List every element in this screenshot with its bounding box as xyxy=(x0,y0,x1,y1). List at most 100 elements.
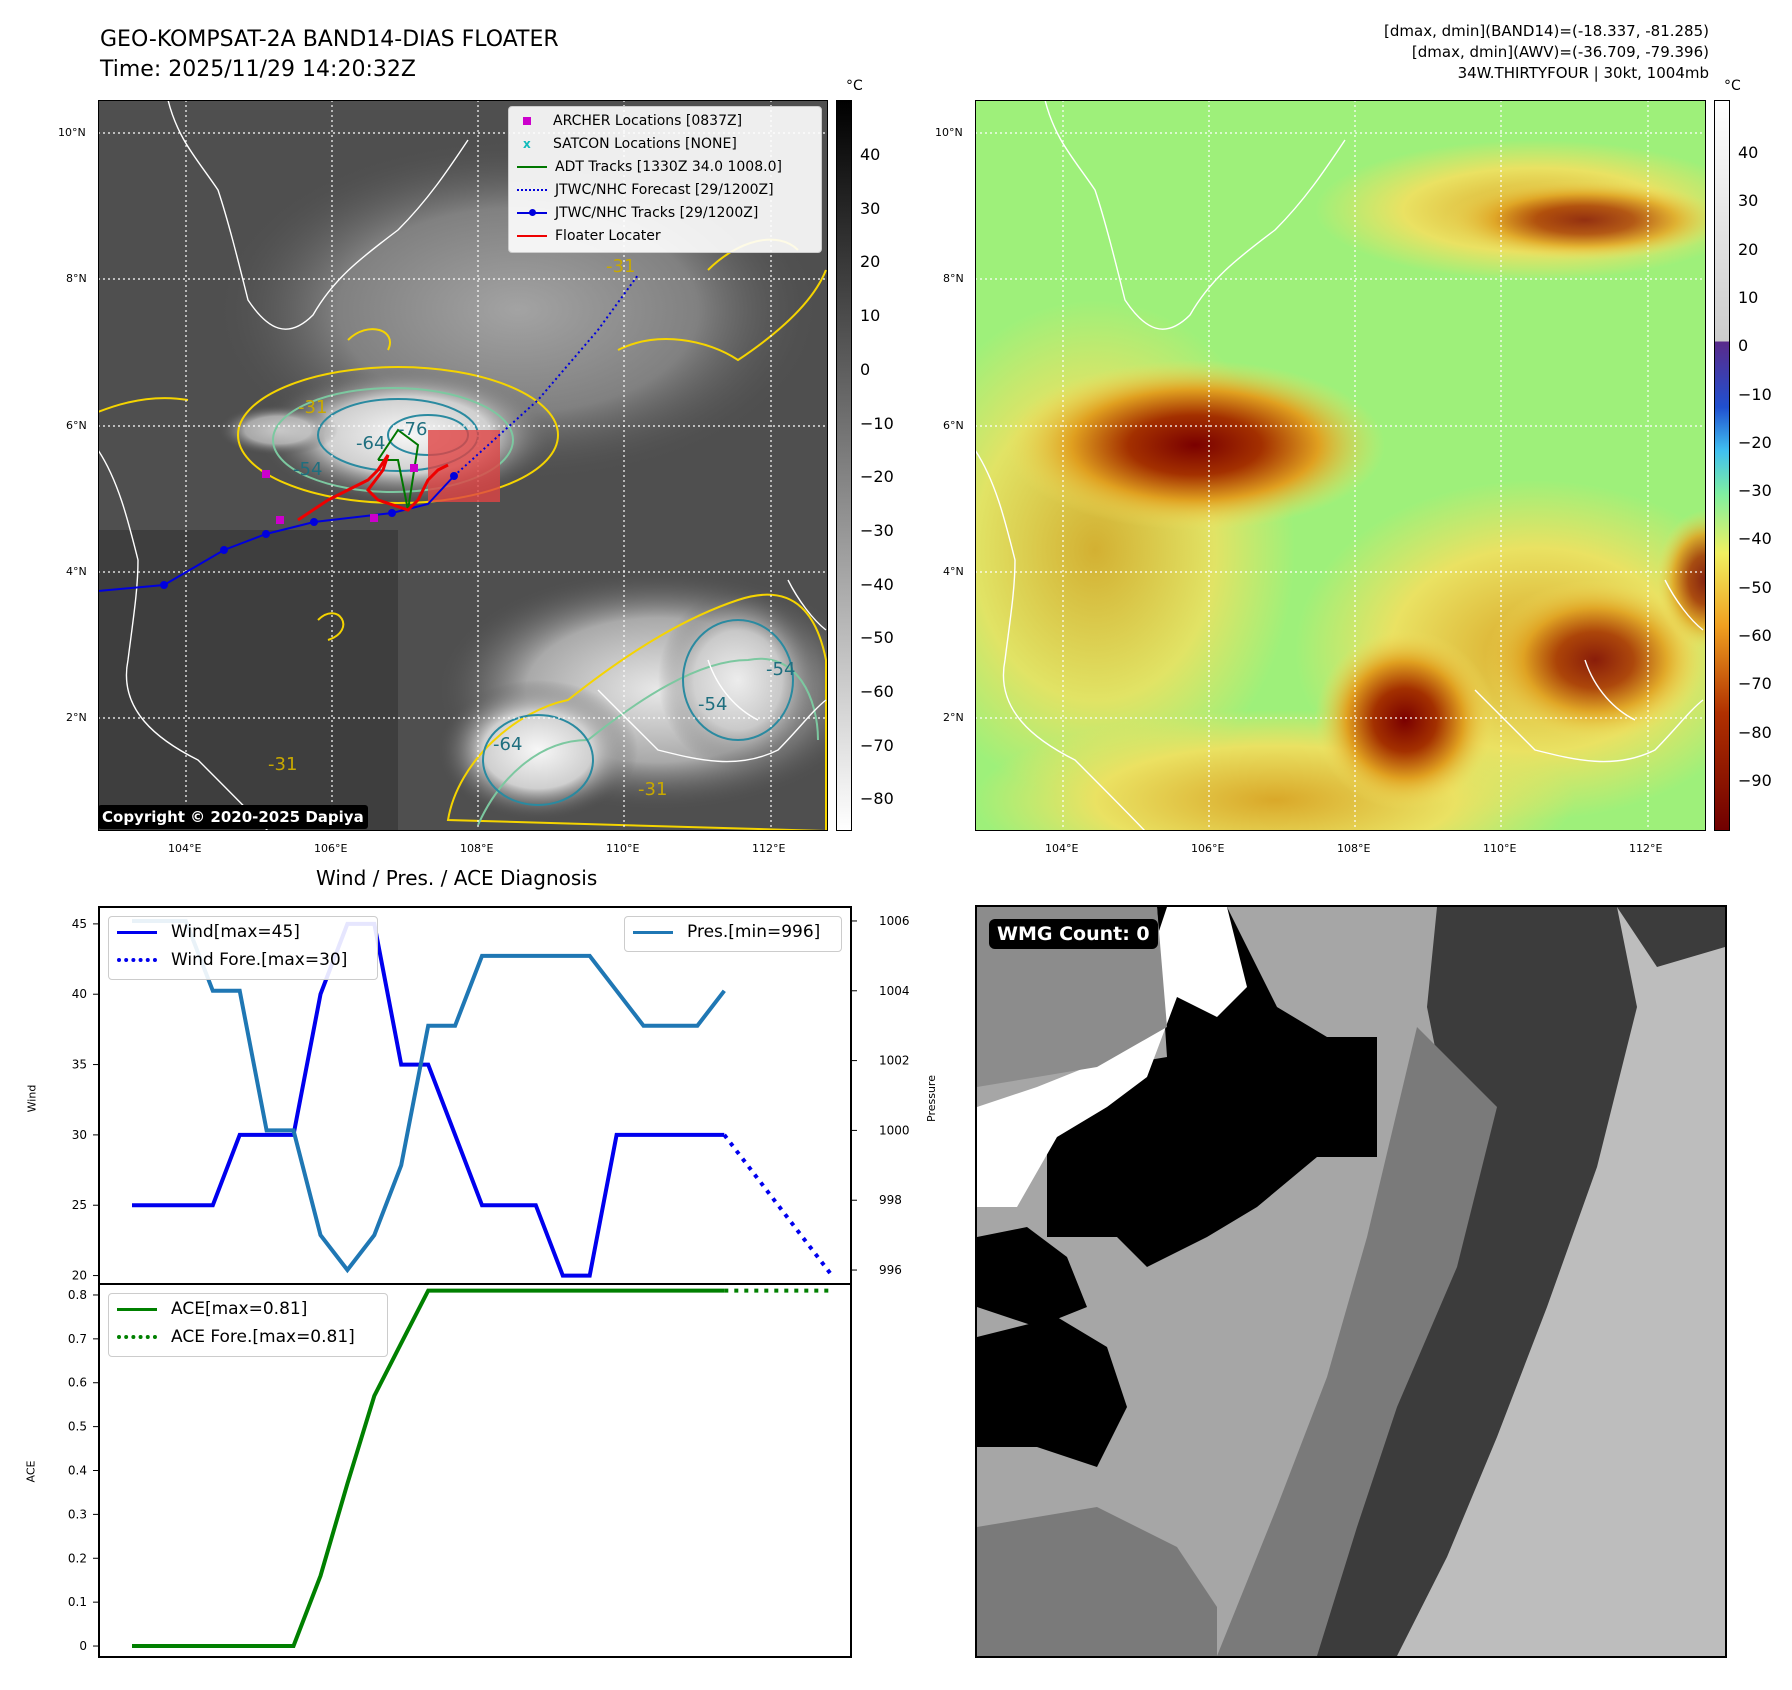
legend-wind: Wind[max=45] xyxy=(117,922,300,942)
info-awv: [dmax, dmin](AWV)=(-36.709, -79.396) xyxy=(1411,43,1709,61)
awv-colorbar-unit: °C xyxy=(1724,78,1741,94)
legend-forecast: JTWC/NHC Forecast [29/1200Z] xyxy=(517,182,774,198)
wmg-image xyxy=(977,907,1725,1656)
wmg-count-label: WMG Count: 0 xyxy=(989,919,1158,949)
ir-colorbar-tick-label: −80 xyxy=(860,789,894,809)
archer-marker-icon xyxy=(523,117,531,125)
ir-cloud-south-core xyxy=(438,680,638,820)
legend-archer: ARCHER Locations [0837Z] xyxy=(523,113,742,129)
wind-forecast-line-icon xyxy=(117,958,157,962)
awv-colorbar-tick-label: −50 xyxy=(1738,577,1772,597)
wind-legend: Wind[max=45] Wind Fore.[max=30] xyxy=(108,916,378,980)
wind-line-icon xyxy=(117,930,157,934)
awv-colorbar-tick-label: −90 xyxy=(1738,770,1772,790)
y-tick-label: 25 xyxy=(72,1198,87,1212)
ir-lat-label: 2°N xyxy=(66,711,87,724)
tracks-line-icon xyxy=(517,209,547,216)
contour-label: -54 xyxy=(698,694,727,715)
wmg-region-gray-band xyxy=(1217,1027,1497,1656)
contour-label: -54 xyxy=(293,459,322,480)
awv-colorbar xyxy=(1714,100,1730,831)
wmg-region-black-north xyxy=(1047,907,1377,1267)
figure-time: Time: 2025/11/29 14:20:32Z xyxy=(100,57,416,82)
y-tick-label: 40 xyxy=(72,987,87,1001)
y2-tick-label: 1002 xyxy=(879,1054,910,1068)
legend-ace-forecast: ACE Fore.[max=0.81] xyxy=(117,1327,355,1347)
legend-ace: ACE[max=0.81] xyxy=(117,1299,307,1319)
y-tick-label: 0.7 xyxy=(68,1332,87,1346)
wmg-region-black-west xyxy=(977,1317,1127,1467)
awv-colorbar-tick-label: −20 xyxy=(1738,432,1772,452)
diagnosis-title: Wind / Pres. / ACE Diagnosis xyxy=(316,866,598,890)
awv-colorbar-tick-label: −30 xyxy=(1738,481,1772,501)
y-tick-label: 0.3 xyxy=(68,1507,87,1521)
y-tick-label: 30 xyxy=(72,1128,87,1142)
ir-lon-label: 108°E xyxy=(460,842,494,855)
archer-points xyxy=(262,464,418,524)
wmg-region-dark-band xyxy=(1307,907,1637,1656)
y2-tick-label: 996 xyxy=(879,1263,902,1277)
y2-tick-label: 1004 xyxy=(879,984,910,998)
awv-colorbar-tick-label: −70 xyxy=(1738,674,1772,694)
awv-lat-label: 8°N xyxy=(943,272,964,285)
contour-label: -31 xyxy=(268,754,297,775)
ir-colorbar-tick-label: −20 xyxy=(860,467,894,487)
awv-hot-south xyxy=(1315,630,1495,810)
wmg-panel: WMG Count: 0 xyxy=(975,905,1727,1658)
ir-colorbar-unit: °C xyxy=(846,78,863,94)
awv-colorbar-tick-label: −80 xyxy=(1738,722,1772,742)
contour-label: -31 xyxy=(638,779,667,800)
ir-colorbar-tick-label: −70 xyxy=(860,735,894,755)
figure-title: GEO-KOMPSAT-2A BAND14-DIAS FLOATER xyxy=(100,27,559,52)
contour-label: -64 xyxy=(356,433,385,454)
ir-lon-label: 112°E xyxy=(752,842,786,855)
info-storm: 34W.THIRTYFOUR | 30kt, 1004mb xyxy=(1457,64,1709,82)
contour-label: -64 xyxy=(493,734,522,755)
info-band14: [dmax, dmin](BAND14)=(-18.337, -81.285) xyxy=(1384,22,1709,40)
awv-colorbar-tick-label: 30 xyxy=(1738,191,1759,211)
y-tick-label: 0.6 xyxy=(68,1376,87,1390)
awv-lat-label: 10°N xyxy=(935,126,963,139)
adt-line-icon xyxy=(517,166,547,168)
ir-colorbar-tick-label: −10 xyxy=(860,413,894,433)
awv-colorbar-tick-label: −10 xyxy=(1738,384,1772,404)
y-tick-label: 0 xyxy=(79,1639,87,1653)
ir-colorbar-tick-label: −50 xyxy=(860,628,894,648)
pressure-line-icon xyxy=(633,930,673,934)
y-tick-label: 0.5 xyxy=(68,1420,87,1434)
contour-label: -31 xyxy=(298,397,327,418)
pressure-legend: Pres.[min=996] xyxy=(624,916,842,952)
wmg-region-gray-north xyxy=(977,907,1167,1087)
awv-coastlines xyxy=(975,100,1704,831)
satcon-marker-icon: x xyxy=(523,137,531,151)
ir-colorbar-tick-label: 20 xyxy=(860,252,881,272)
ir-lon-label: 104°E xyxy=(168,842,202,855)
ir-lon-label: 106°E xyxy=(314,842,348,855)
awv-colorbar-tick-label: 40 xyxy=(1738,143,1759,162)
jtwc-track-line xyxy=(98,475,455,592)
y2-tick-label: 1000 xyxy=(879,1123,910,1137)
ace-axis-label: ACE xyxy=(24,1460,38,1483)
ir-lat-label: 6°N xyxy=(66,419,87,432)
ace-legend: ACE[max=0.81] ACE Fore.[max=0.81] xyxy=(108,1293,388,1357)
legend-tracks: JTWC/NHC Tracks [29/1200Z] xyxy=(517,205,758,221)
jtwc-track-points xyxy=(160,472,458,589)
awv-colorbar-tick-label: 20 xyxy=(1738,239,1759,259)
ir-colorbar-tick-label: −40 xyxy=(860,574,894,594)
y2-tick-label: 998 xyxy=(879,1193,902,1207)
coastlines xyxy=(98,100,827,831)
awv-hot-core xyxy=(1005,360,1385,530)
awv-lon-label: 106°E xyxy=(1191,842,1225,855)
awv-gridlines xyxy=(975,100,1706,831)
y2-tick-label: 1006 xyxy=(879,914,910,928)
ir-colorbar-tick-label: −60 xyxy=(860,682,894,701)
y-tick-label: 0.4 xyxy=(68,1464,87,1478)
y-tick-label: 20 xyxy=(72,1269,87,1283)
awv-lon-label: 110°E xyxy=(1483,842,1517,855)
y-tick-label: 35 xyxy=(72,1058,87,1072)
awv-lat-label: 4°N xyxy=(943,565,964,578)
ace-forecast-line-icon xyxy=(117,1335,157,1339)
awv-lon-label: 104°E xyxy=(1045,842,1079,855)
awv-colorbar-tick-label: −60 xyxy=(1738,626,1772,645)
legend-satcon: x SATCON Locations [NONE] xyxy=(523,136,737,152)
